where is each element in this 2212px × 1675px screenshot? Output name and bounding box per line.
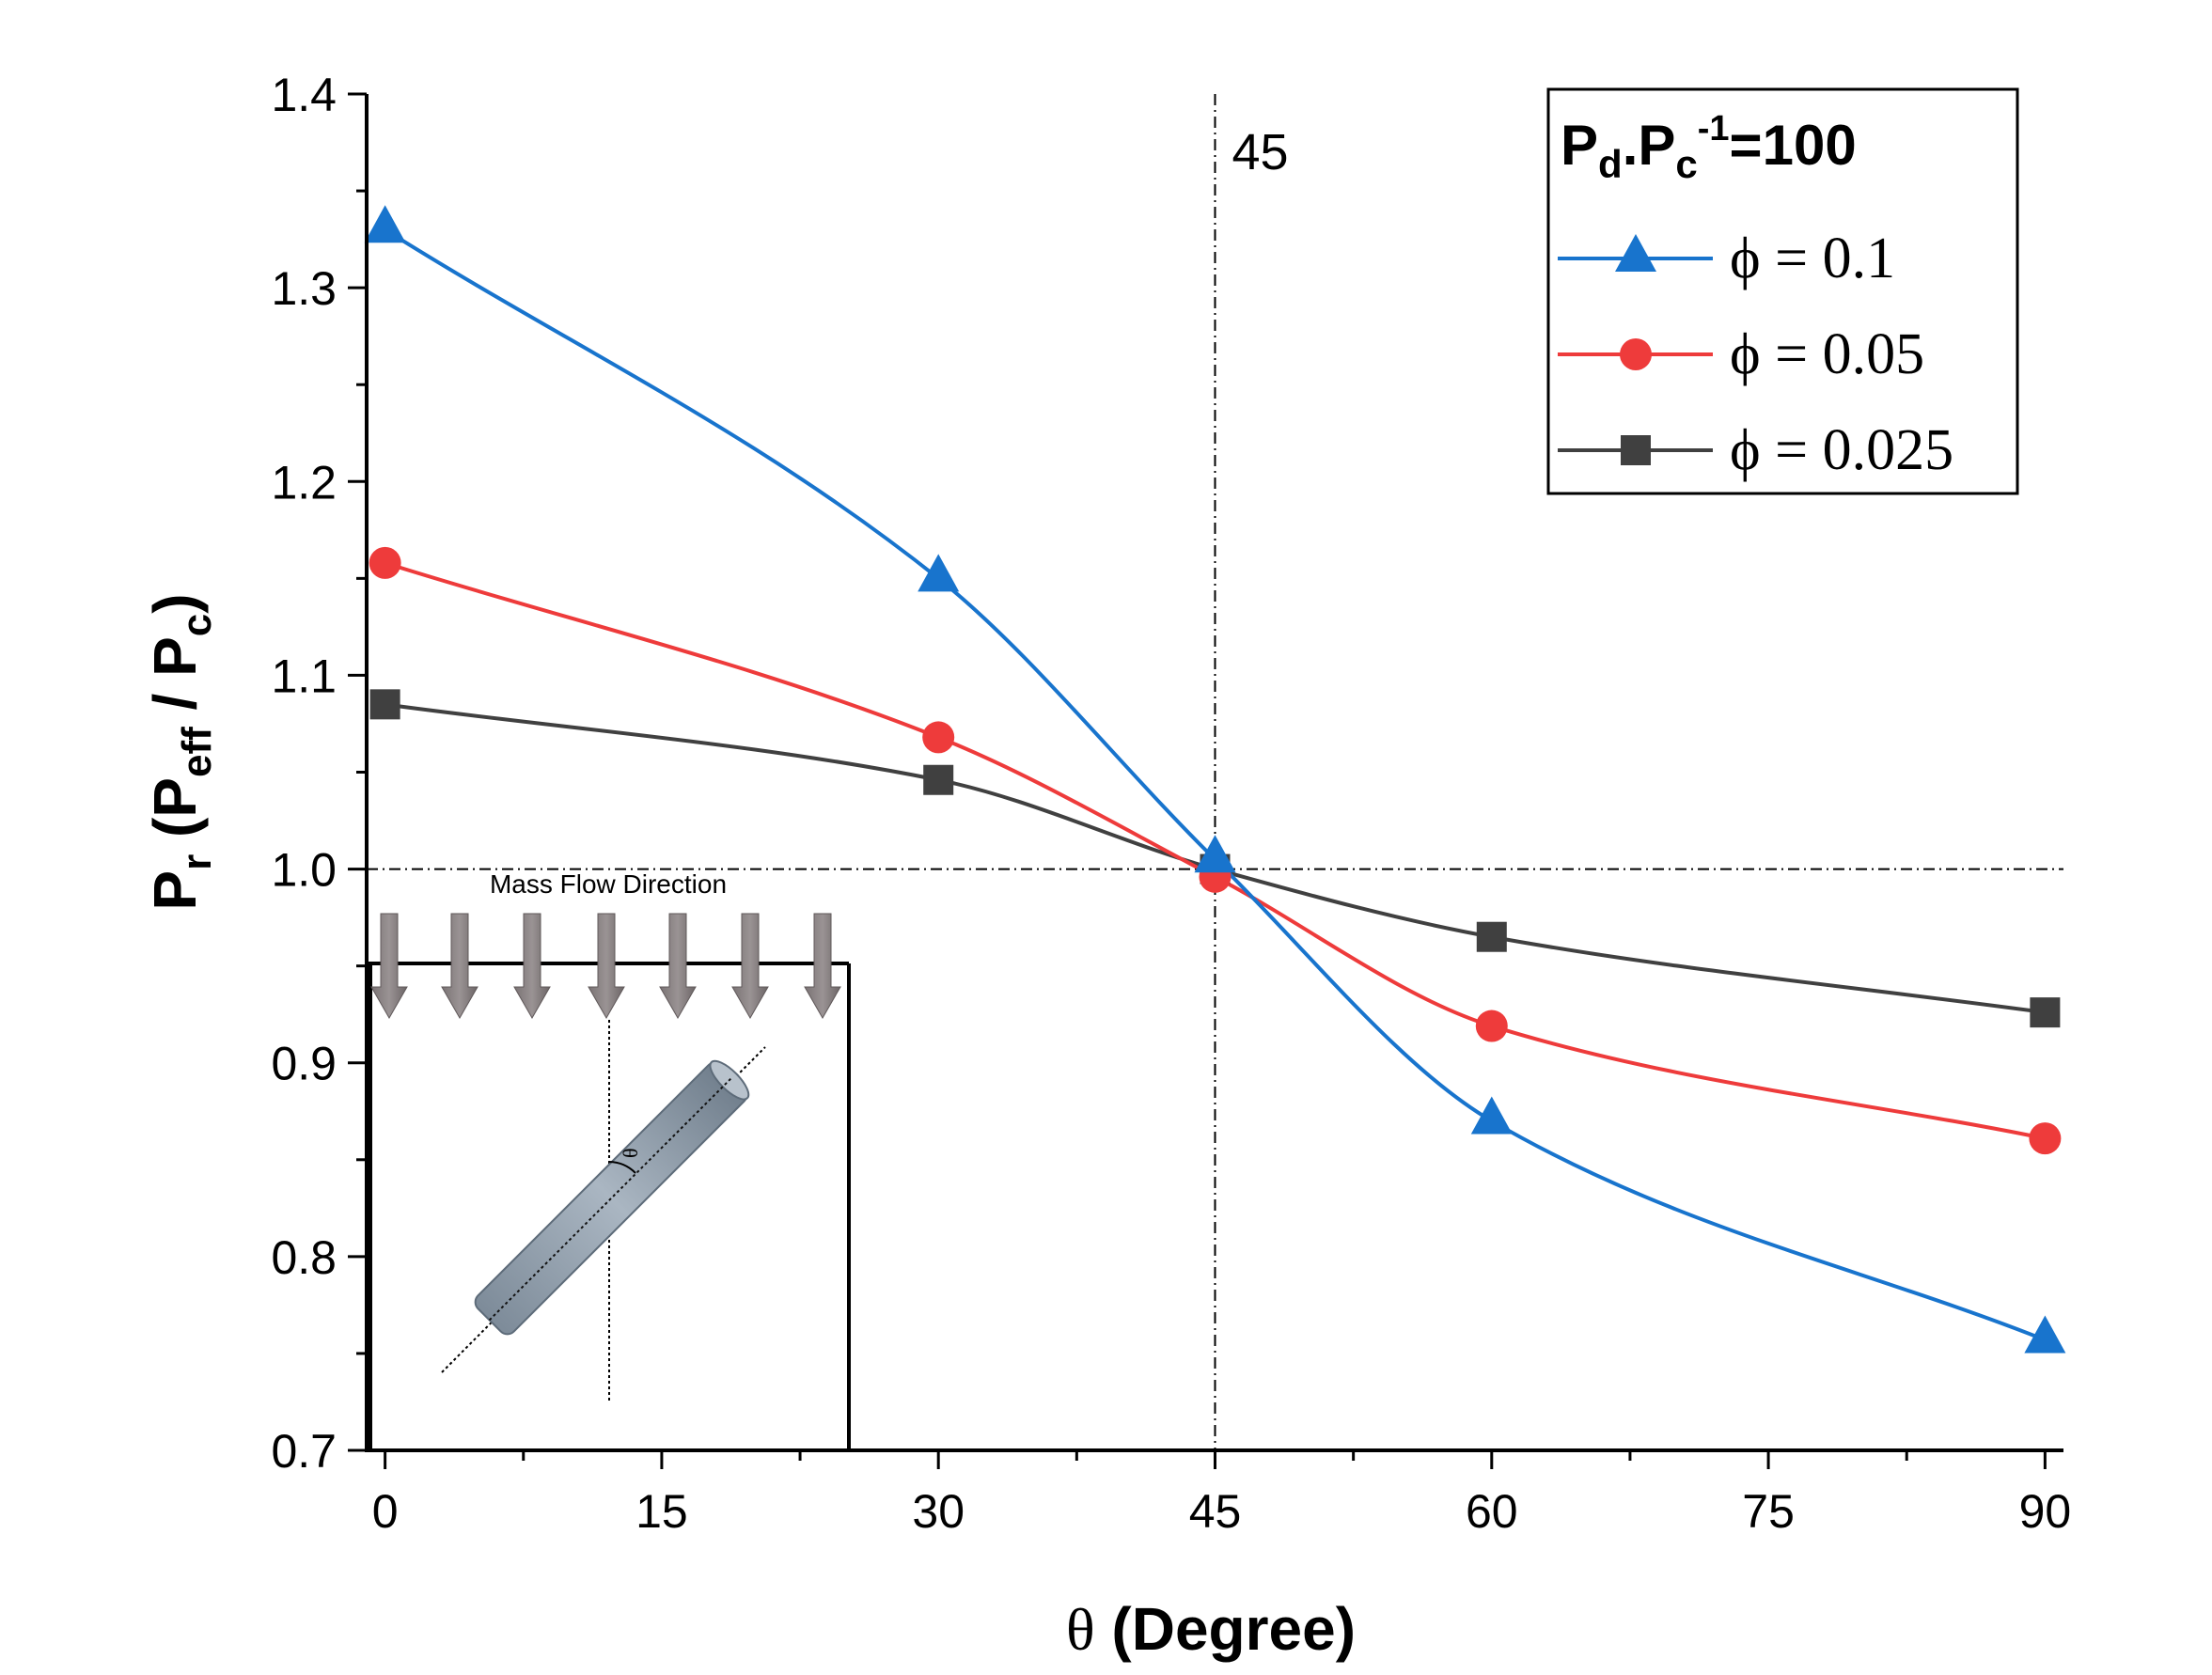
marker-s2-x60 <box>1476 921 1507 952</box>
reference-lines <box>367 94 2063 1450</box>
y-axis-title-p3: / P <box>141 636 209 727</box>
cylinder-center-axis <box>488 1075 734 1322</box>
legend-entry-2: ϕ = 0.025 <box>1558 418 1953 482</box>
x-tick-label-75: 75 <box>1742 1485 1795 1538</box>
flow-arrow <box>513 913 551 1020</box>
legend-label-2: ϕ = 0.025 <box>1730 418 1953 482</box>
y-tick-label-6: 1.3 <box>271 262 337 315</box>
x-tick-label-30: 30 <box>912 1485 965 1538</box>
series-markers <box>364 205 2066 1354</box>
legend-entry-0: ϕ = 0.1 <box>1558 227 1895 290</box>
legend-marker-1 <box>1620 338 1652 370</box>
y-axis-title-p1: P <box>141 870 209 911</box>
annotation-45: 45 <box>1232 124 1289 180</box>
legend-entry-1: ϕ = 0.05 <box>1558 322 1924 386</box>
y-axis-title-s2: eff <box>174 727 220 777</box>
flow-arrow <box>370 913 408 1020</box>
marker-s2-x30 <box>923 764 954 795</box>
y-tick-label-4: 1.1 <box>271 650 337 702</box>
flow-arrow <box>804 913 841 1020</box>
legend-title-p2: .P <box>1623 114 1676 177</box>
marker-s0-x30 <box>918 554 960 592</box>
y-axis-title-p4: ) <box>141 593 209 613</box>
inset-cylinder <box>474 1059 750 1336</box>
marker-s1-x60 <box>1475 1010 1508 1042</box>
y-tick-label-1: 0.8 <box>271 1231 337 1284</box>
x-axis-title-text: (Degree) <box>1095 1595 1356 1663</box>
legend-title-s1: d <box>1598 142 1623 186</box>
legend: Pd.Pc-1=100 ϕ = 0.1 ϕ = 0.05 ϕ = 0.025 <box>1546 87 2019 495</box>
x-axis-title: θ (Degree) <box>1066 1595 1356 1663</box>
y-axis-title: Pr (Peff / Pc) <box>141 593 220 910</box>
x-tick-label-90: 90 <box>2019 1485 2072 1538</box>
inset-flow-label: Mass Flow Direction <box>490 869 727 899</box>
flow-arrow <box>588 913 625 1020</box>
legend-title-p3: =100 <box>1730 114 1857 177</box>
x-tick-label-60: 60 <box>1466 1485 1518 1538</box>
flow-arrow <box>731 913 769 1020</box>
flow-arrow <box>441 913 478 1020</box>
marker-s0-x45 <box>1194 835 1236 873</box>
inset-angle-label: θ <box>619 1148 642 1158</box>
legend-marker-0 <box>1615 234 1656 272</box>
marker-s1-x0 <box>369 546 401 579</box>
marker-s0-x90 <box>2024 1315 2066 1354</box>
legend-entries: ϕ = 0.1 ϕ = 0.05 ϕ = 0.025 <box>1558 227 1953 482</box>
inset-diagram: Mass Flow Direction θ <box>369 869 851 1450</box>
legend-label-1: ϕ = 0.05 <box>1730 322 1924 386</box>
legend-title: Pd.Pc-1=100 <box>1561 109 1857 186</box>
axes: 0 15 30 45 60 75 90 0.7 0.8 0.9 1.0 1.1 1.2 1.3 1.4 <box>271 69 2071 1538</box>
flow-arrow <box>659 913 697 1020</box>
y-axis-title-s3: c <box>174 614 220 636</box>
inset-angle-arc <box>608 1161 636 1174</box>
legend-box <box>1546 87 2019 495</box>
y-axis-title-s1: r <box>174 854 220 870</box>
marker-s0-x0 <box>364 205 406 243</box>
y-tick-label-3: 1.0 <box>271 844 337 897</box>
legend-marker-2 <box>1621 435 1651 465</box>
marker-s1-x30 <box>922 721 955 754</box>
x-axis-title-symbol: θ <box>1066 1596 1095 1663</box>
y-tick-label-2: 0.9 <box>271 1038 337 1090</box>
x-tick-label-15: 15 <box>635 1485 688 1538</box>
legend-label-0: ϕ = 0.1 <box>1730 227 1895 290</box>
y-tick-label-0: 0.7 <box>271 1425 337 1478</box>
y-tick-label-7: 1.4 <box>271 69 337 121</box>
marker-s1-x90 <box>2029 1122 2062 1155</box>
y-tick-label-5: 1.2 <box>271 456 337 509</box>
x-tick-label-45: 45 <box>1189 1485 1242 1538</box>
legend-title-sup: -1 <box>1698 109 1730 149</box>
legend-title-p1: P <box>1561 114 1598 177</box>
y-axis-title-p2: (P <box>141 777 209 854</box>
legend-title-s2: c <box>1675 142 1697 186</box>
marker-s0-x60 <box>1470 1096 1513 1135</box>
x-tick-label-0: 0 <box>372 1485 399 1538</box>
marker-s2-x90 <box>2030 997 2061 1028</box>
marker-s2-x0 <box>369 689 400 720</box>
